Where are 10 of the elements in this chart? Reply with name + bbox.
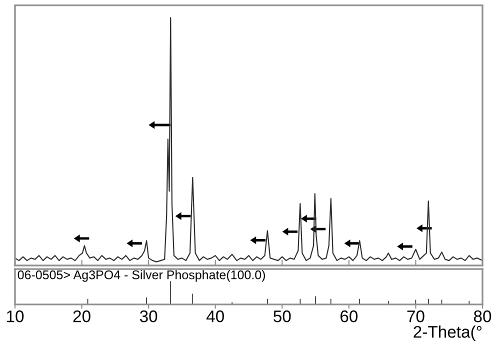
- x-tick-label: 50: [274, 310, 291, 322]
- x-tick-label: 60: [340, 310, 358, 322]
- x-tick-label: 20: [73, 310, 90, 322]
- x-tick-label: 80: [474, 310, 492, 322]
- x-tick-label: 70: [407, 310, 424, 322]
- x-tick-label: 10: [7, 310, 24, 322]
- annotation: 06-0505> Ag3PO4 - Silver Phosphate(100.0): [18, 270, 265, 282]
- x-axis-title: 2-Theta(°: [414, 326, 482, 342]
- x-tick-label: 40: [206, 310, 224, 322]
- x-tick-label: 30: [140, 310, 158, 322]
